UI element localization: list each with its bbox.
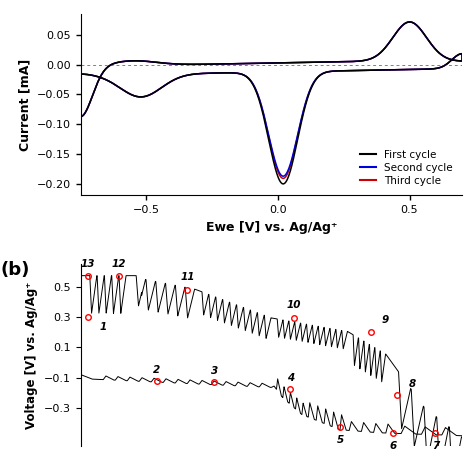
Text: (b): (b) (0, 261, 30, 279)
X-axis label: Ewe [V] vs. Ag/Ag⁺: Ewe [V] vs. Ag/Ag⁺ (206, 221, 337, 234)
Text: 4: 4 (287, 373, 294, 383)
Text: 13: 13 (81, 259, 95, 269)
Text: 10: 10 (287, 301, 301, 310)
Text: 6: 6 (390, 441, 397, 451)
Text: 2: 2 (153, 365, 161, 375)
Text: 3: 3 (210, 366, 218, 376)
Text: 12: 12 (111, 259, 126, 269)
Text: 11: 11 (180, 273, 195, 283)
Text: 7: 7 (432, 441, 439, 451)
Y-axis label: Current [mA]: Current [mA] (18, 59, 31, 151)
Text: 9: 9 (382, 315, 389, 325)
Text: 5: 5 (337, 435, 344, 445)
Text: 8: 8 (409, 379, 416, 389)
Legend: First cycle, Second cycle, Third cycle: First cycle, Second cycle, Third cycle (356, 146, 457, 190)
Y-axis label: Voltage [V] vs. Ag/Ag⁺: Voltage [V] vs. Ag/Ag⁺ (25, 281, 38, 428)
Text: 1: 1 (100, 322, 107, 332)
